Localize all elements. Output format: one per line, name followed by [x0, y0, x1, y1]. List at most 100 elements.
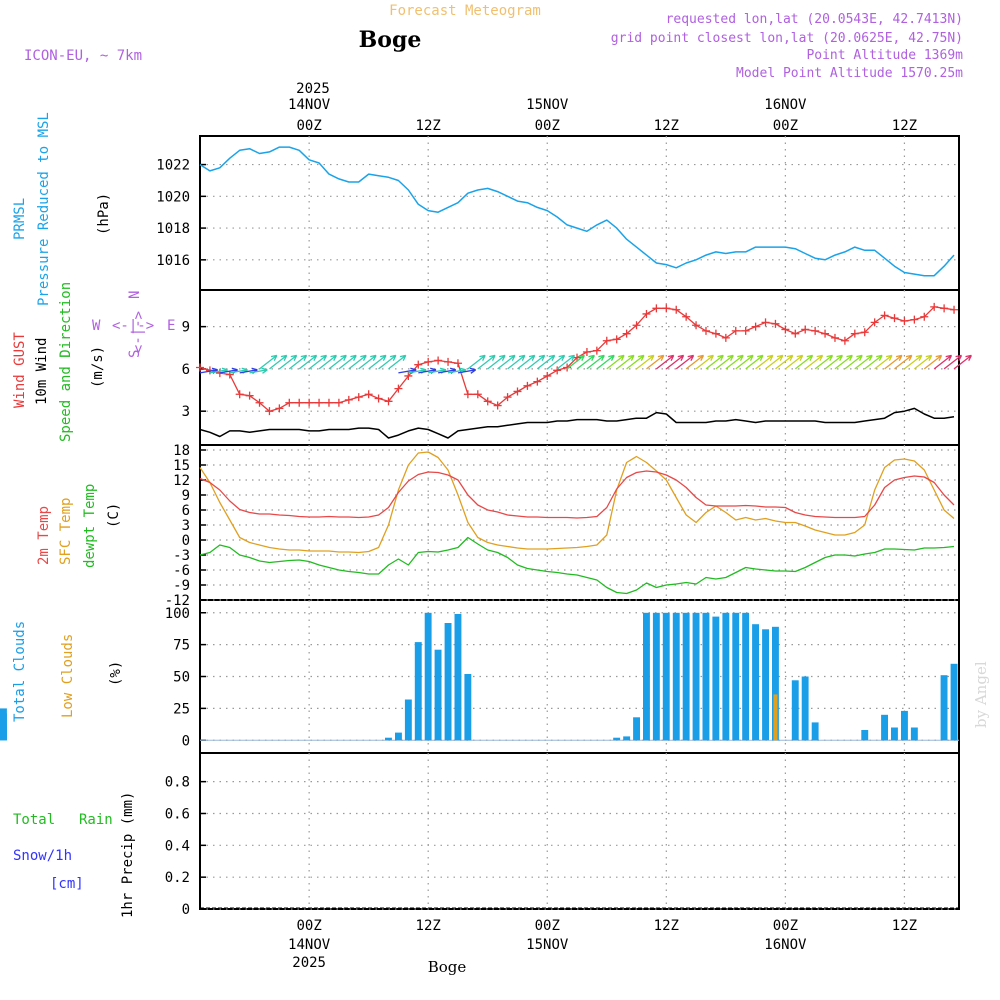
- top-time-tick: 00Z: [535, 118, 560, 134]
- bottom-time-tick: 12Z: [892, 918, 917, 934]
- total-cloud-bar: [444, 623, 452, 741]
- gust-point: [612, 335, 621, 344]
- grid-point-coords: grid point closest lon,lat (20.0625E, 42…: [611, 31, 963, 46]
- top-time-tick: 12Z: [416, 118, 441, 134]
- gust-point: [235, 390, 244, 399]
- wind-direction-arrow: [656, 354, 675, 370]
- gust-point: [374, 394, 383, 403]
- total-cloud-bar: [643, 612, 650, 741]
- gust-point: [196, 363, 204, 372]
- total-cloud-bar: [811, 722, 819, 741]
- point-altitude: Point Altitude 1369m: [806, 48, 963, 63]
- wind-direction-arrow: [636, 354, 655, 370]
- wind-direction-arrow: [626, 354, 645, 370]
- gust-point: [573, 353, 582, 362]
- gust-point: [414, 360, 423, 369]
- wind-direction-arrow: [864, 354, 883, 370]
- bottom-time-tick: 00Z: [296, 918, 321, 934]
- wind-direction-arrow: [794, 354, 814, 370]
- gust-point: [324, 398, 333, 407]
- bottom-time-tick: 00Z: [773, 918, 798, 934]
- wind-direction-arrow: [477, 354, 496, 370]
- total-rain-label-1: Total: [13, 812, 55, 828]
- gust-point: [662, 304, 671, 313]
- gust-point: [751, 322, 760, 331]
- top-time-tick: 00Z: [296, 118, 321, 134]
- total-cloud-bar: [901, 710, 908, 741]
- wind-direction-arrow: [288, 354, 308, 370]
- y-tick-label: 1018: [156, 221, 190, 237]
- top-date-tick: 14NOV: [288, 97, 331, 113]
- y-tick-label: 0.4: [165, 838, 190, 854]
- gust-point: [225, 370, 234, 379]
- gust-point: [384, 397, 393, 406]
- y-tick-label: -3: [173, 548, 190, 564]
- total-cloud-bar: [652, 612, 660, 741]
- y-tick-label: 0: [182, 533, 190, 549]
- clouds-panel: [199, 599, 960, 754]
- y-tick-label: 15: [173, 458, 190, 474]
- precip-panel: [199, 752, 960, 910]
- gust-point: [364, 390, 373, 399]
- gust-point: [791, 329, 800, 338]
- y-tick-label: 1020: [156, 189, 190, 205]
- gust-point: [910, 315, 919, 324]
- gust-point: [295, 398, 304, 407]
- total-cloud-bar: [385, 737, 392, 741]
- y-tick-label: -9: [173, 578, 190, 594]
- gust-point: [880, 311, 889, 320]
- bottom-date-tick: 14NOV: [288, 937, 331, 953]
- wind-direction-arrow: [338, 354, 357, 370]
- wind-direction-arrow: [467, 354, 486, 370]
- wind-direction-arrow: [854, 354, 873, 370]
- gust-point: [582, 348, 591, 356]
- y-tick-label: 75: [173, 638, 190, 654]
- gust-point: [622, 329, 631, 338]
- gust-point: [602, 336, 611, 345]
- temp-panel: [199, 444, 960, 601]
- total-cloud-bar: [662, 612, 670, 741]
- gust-point: [930, 302, 939, 311]
- wind-direction-arrow: [675, 354, 695, 370]
- wind-direction-arrow: [536, 354, 556, 370]
- wind-direction-arrow: [685, 354, 705, 370]
- total-cloud-bar: [772, 626, 779, 741]
- compass-s: S: [127, 350, 143, 358]
- wind-direction-arrow: [269, 354, 288, 370]
- gust-point: [285, 398, 294, 407]
- top-date-tick: 15NOV: [526, 97, 569, 113]
- wind-direction-arrow: [785, 354, 804, 370]
- wind-direction-arrow: [646, 354, 665, 370]
- pressure-unit: (hPa): [96, 193, 112, 235]
- bottom-year-tick: 2025: [292, 955, 326, 971]
- gust-point: [900, 317, 909, 325]
- y-tick-label: 3: [182, 518, 190, 534]
- total-cloud-bar: [424, 612, 432, 741]
- compass-e: E: [167, 318, 175, 334]
- temp-2m-line: [199, 470, 955, 519]
- wind-direction-arrow: [388, 354, 407, 370]
- gust-point: [453, 359, 462, 368]
- wind-direction-arrow: [943, 354, 963, 370]
- gust-point: [771, 319, 780, 328]
- gust-point: [344, 395, 353, 404]
- wind-direction-arrow: [725, 354, 744, 370]
- wind10-line: [199, 407, 955, 439]
- wind-direction-arrow: [546, 354, 566, 370]
- gust-point: [731, 326, 740, 335]
- total-cloud-bar: [861, 730, 869, 741]
- bottom-time-tick: 12Z: [416, 918, 441, 934]
- temp-unit: (C): [106, 503, 122, 528]
- top-time-tick: 12Z: [892, 118, 917, 134]
- pressure-line: [199, 146, 955, 277]
- wind-direction-arrow: [586, 354, 605, 370]
- gust-point: [830, 333, 839, 342]
- station-title: Boge: [359, 27, 422, 53]
- gust-point: [265, 407, 274, 416]
- y-tick-label: 1016: [156, 253, 190, 269]
- wind-direction-arrow: [368, 354, 387, 370]
- wind-direction-arrow: [328, 354, 347, 370]
- wind-direction-arrow: [556, 354, 576, 370]
- y-tick-label: 9: [182, 488, 190, 504]
- pressure-panel: [199, 135, 960, 291]
